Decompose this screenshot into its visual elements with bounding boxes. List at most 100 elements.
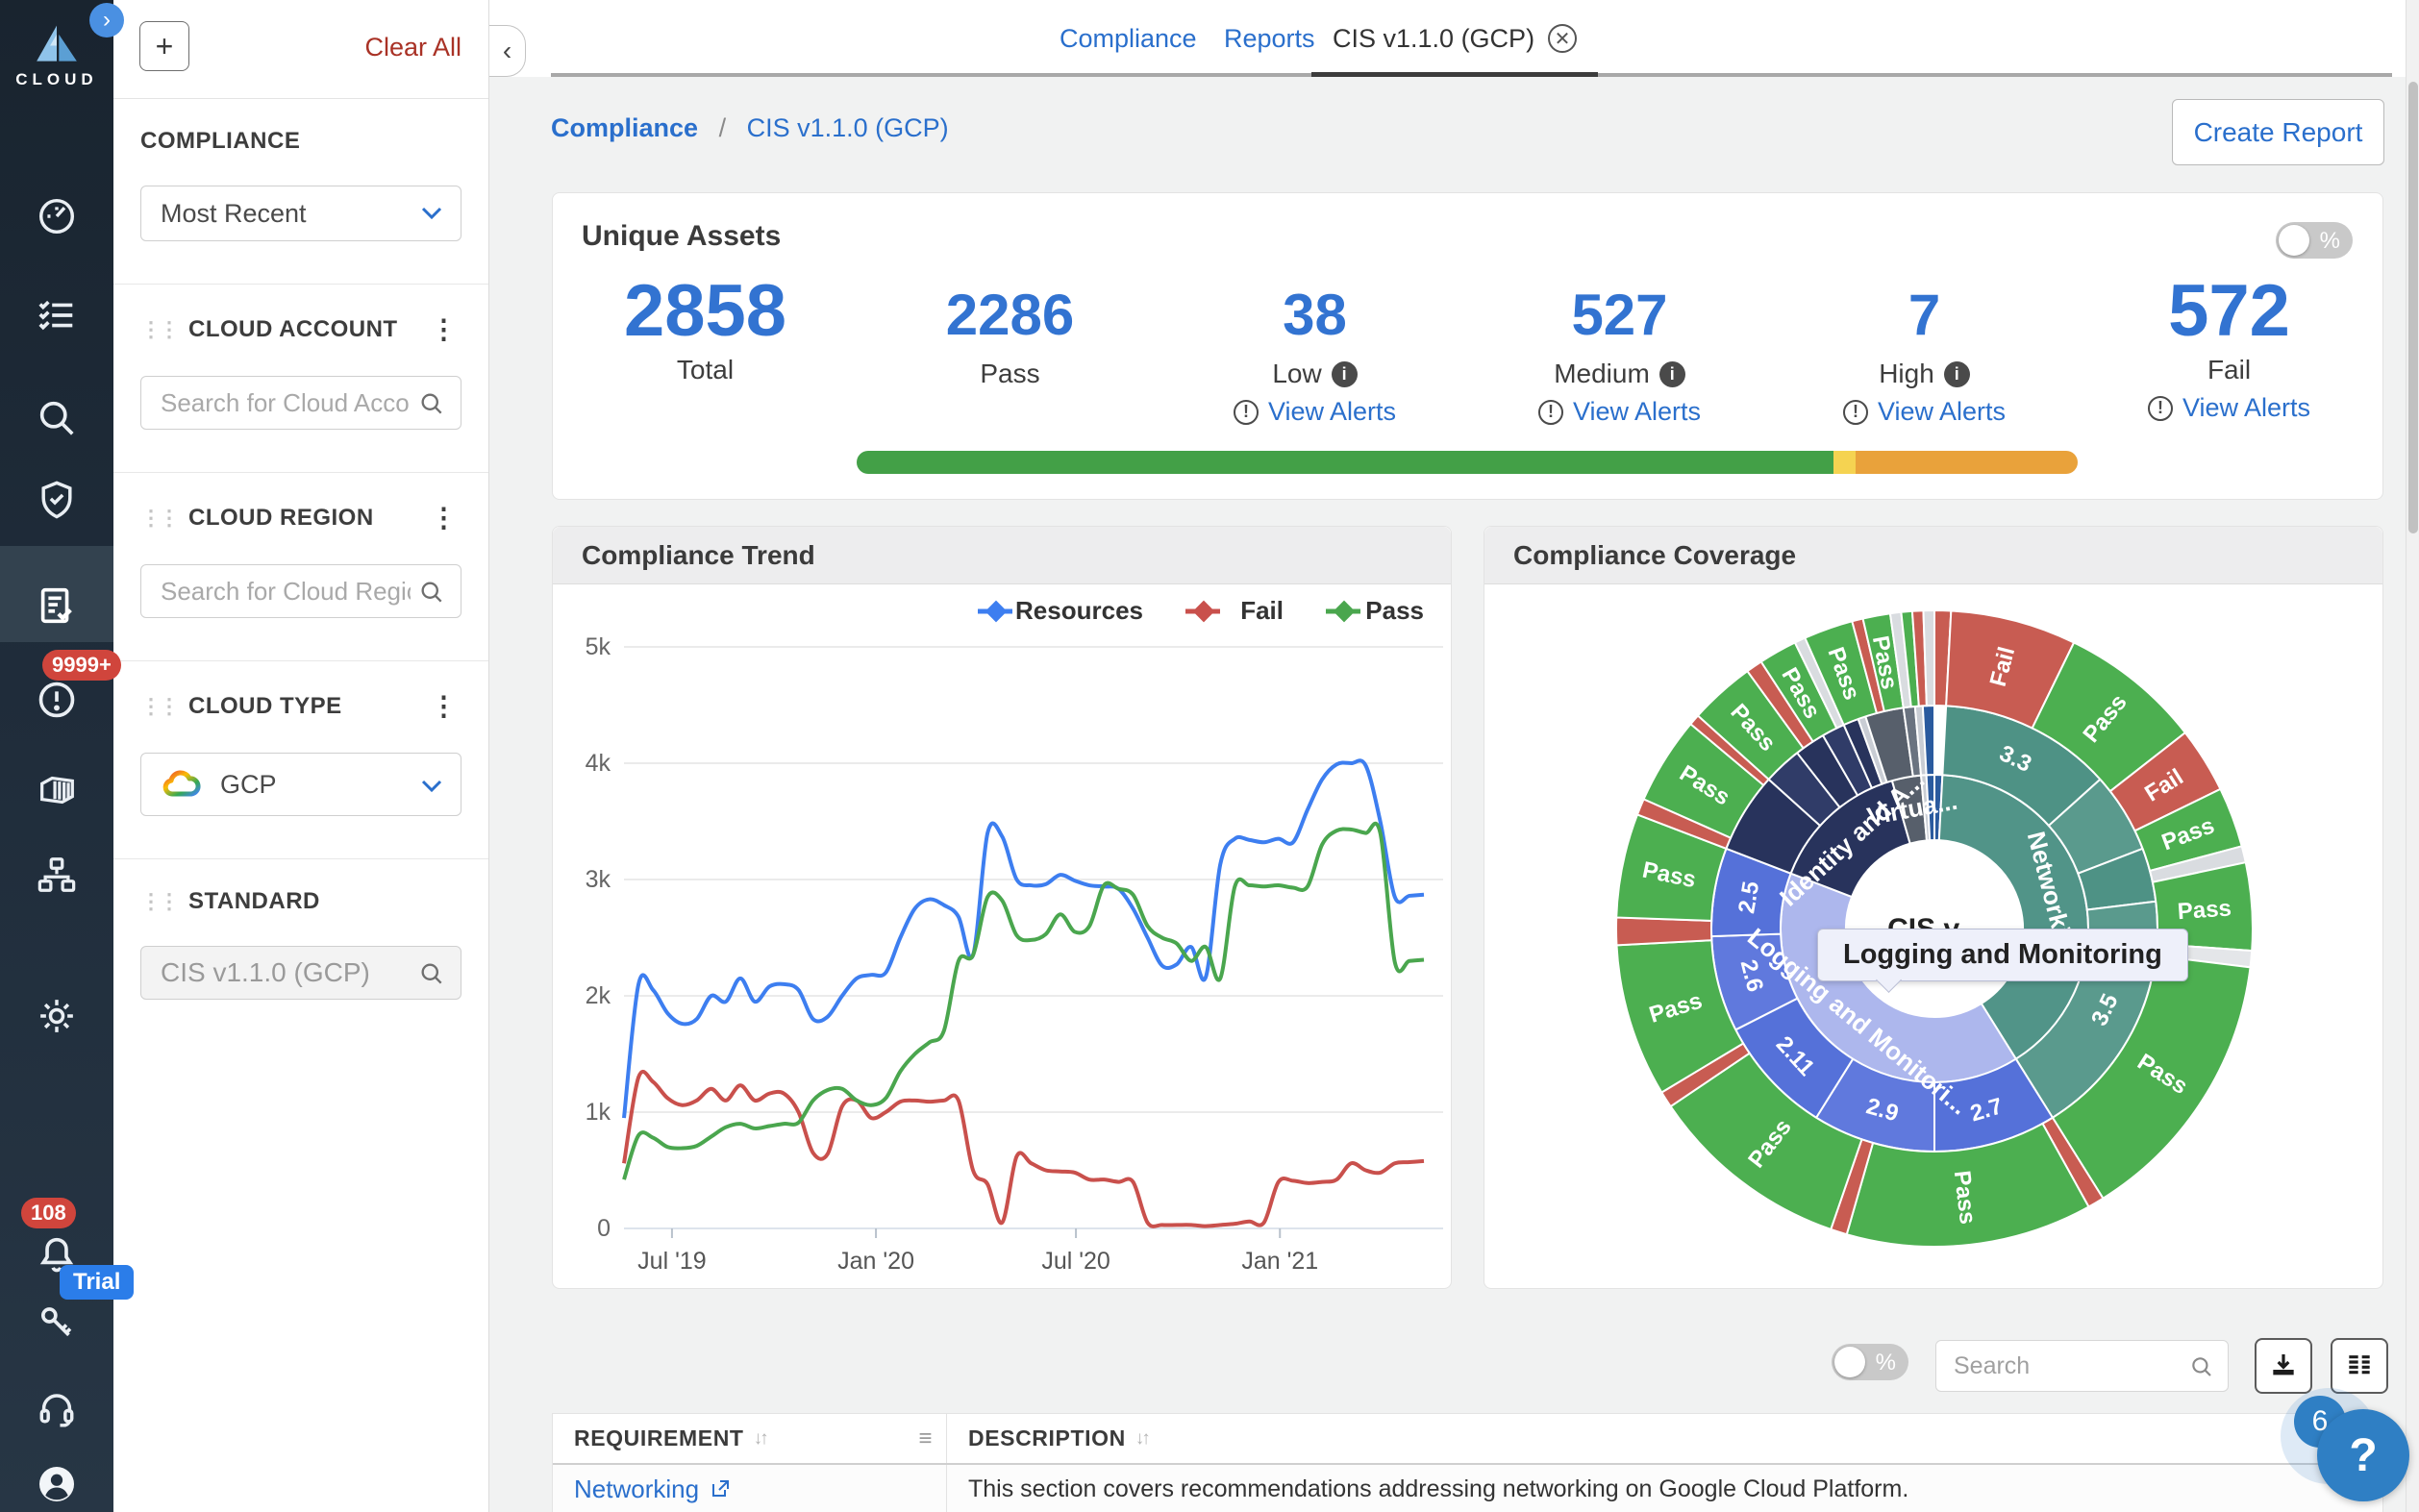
standard-value-text: CIS v1.1.0 (GCP) [161,957,370,987]
sidebar-item-dashboard[interactable] [0,186,113,247]
unique-assets-panel: Unique Assets % 2858 Total 2286 Pass 38 … [552,192,2383,500]
svg-text:1k: 1k [586,1099,611,1126]
svg-text:Jul '19: Jul '19 [637,1248,706,1275]
stat-medium-value: 527 [1571,283,1668,347]
breadcrumb-current[interactable]: CIS v1.1.0 (GCP) [746,113,949,142]
sort-icon[interactable]: ↓↑ [753,1427,769,1449]
stat-high: 7 High i ! View Alerts [1772,282,2077,427]
alert-outline-icon: ! [1537,399,1563,425]
download-button[interactable] [2255,1338,2312,1394]
compliance-coverage-title: Compliance Coverage [1513,539,1797,570]
svg-text:Jan '20: Jan '20 [837,1248,914,1275]
legend-item-resources[interactable]: Resources [978,596,1143,625]
tab-cis-v110-gcp[interactable]: CIS v1.1.0 (GCP) ✕ [1311,0,1599,77]
sort-icon[interactable]: ↓↑ [1135,1427,1151,1449]
create-report-button[interactable]: Create Report [2172,99,2384,165]
drag-handle-icon[interactable]: ⋮⋮ [140,889,180,913]
close-tab-icon[interactable]: ✕ [1548,24,1578,53]
column-header-requirement[interactable]: REQUIREMENT ↓↑ ≡ [553,1414,947,1463]
svg-text:3k: 3k [586,866,611,893]
search-icon [421,582,442,603]
breadcrumb-compliance[interactable]: Compliance [551,113,699,142]
sunburst-segment[interactable] [1922,608,1935,707]
table-percent-toggle[interactable]: % [1832,1344,1908,1380]
column-header-description[interactable]: DESCRIPTION ↓↑ [947,1414,2382,1463]
stat-low: 38 Low i ! View Alerts [1162,282,1467,427]
clear-all-filters[interactable]: Clear All [364,33,461,62]
scrollbar-thumb[interactable] [2408,82,2418,533]
app-logo[interactable]: CLOUD [0,21,113,89]
view-alerts-label: View Alerts [1877,397,2007,426]
view-alerts-low[interactable]: ! View Alerts [1162,397,1467,427]
sunburst-label: Pass [1949,1169,1981,1226]
view-alerts-high[interactable]: ! View Alerts [1772,397,2077,427]
logo-text: CLOUD [15,70,98,88]
compliance-coverage-panel: Compliance Coverage Networking Logging an… [1484,526,2383,1289]
alert-outline-icon: ! [1233,399,1259,425]
table-search-input[interactable] [1954,1351,2183,1380]
sidebar-item-license[interactable] [0,1291,113,1352]
filter-panel: + Clear All COMPLIANCE Most Recent ⋮⋮ CL… [113,0,489,1512]
stat-medium-label: Medium [1554,359,1650,388]
info-icon[interactable]: i [1943,360,1970,387]
column-menu-icon[interactable]: ≡ [918,1425,933,1451]
sidebar-item-profile[interactable] [0,1453,113,1512]
add-filter-button[interactable]: + [139,21,189,71]
legend-item-pass[interactable]: Pass [1326,596,1424,625]
tab-reports[interactable]: Reports [1224,0,1315,77]
percent-toggle[interactable]: % [2276,222,2353,259]
filter-panel-header: + Clear All [113,0,488,99]
sidebar-item-support[interactable] [0,1377,113,1439]
sidebar-item-governance[interactable] [0,469,113,531]
drag-handle-icon[interactable]: ⋮⋮ [140,316,180,341]
filter-section-cloud-type: ⋮⋮ CLOUD TYPE ⋮ GCP [113,661,488,859]
help-button[interactable]: ? [2317,1409,2409,1501]
svg-text:Pass: Pass [1365,596,1424,625]
checklist-icon [38,300,73,331]
cloud-account-search-input[interactable] [161,387,411,418]
expand-sidebar-button[interactable]: › [89,3,124,37]
info-icon[interactable]: i [1331,360,1358,387]
collapse-filter-panel-button[interactable]: ‹ [489,25,526,77]
alert-outline-icon: ! [2147,395,2173,421]
download-icon [2273,1354,2294,1376]
cloud-type-menu-button[interactable]: ⋮ [430,691,458,721]
distribution-bar-segment [1833,451,1856,474]
cloud-type-select[interactable]: GCP [140,753,461,816]
compliance-coverage-header: Compliance Coverage [1484,527,2382,584]
drag-handle-icon[interactable]: ⋮⋮ [140,505,180,530]
sidebar-item-policies[interactable] [0,285,113,346]
sidebar-item-alerts[interactable] [0,669,113,731]
stat-medium: 527 Medium i ! View Alerts [1467,282,1772,427]
requirement-link[interactable]: Networking [553,1465,947,1512]
trend-line-pass [622,821,1425,1180]
sidebar-item-investigate[interactable] [0,387,113,449]
view-alerts-medium[interactable]: ! View Alerts [1467,397,1772,427]
cloud-region-search-input[interactable] [161,576,411,607]
sidebar-item-compute[interactable] [0,759,113,821]
legend-item-fail[interactable]: Fail [1185,596,1284,625]
compliance-snapshot-select[interactable]: Most Recent [140,186,461,241]
standard-filter-value[interactable]: CIS v1.1.0 (GCP) [140,946,461,1000]
table-row[interactable]: Networking This section covers recommend… [553,1465,2382,1512]
view-alerts-fail[interactable]: ! View Alerts [2077,393,2382,423]
sidebar-item-settings[interactable] [0,985,113,1047]
compliance-trend-panel: Compliance Trend 0 1k 2k 3k 4k 5k Jul '19 Jan '… [552,526,1452,1289]
distribution-bar-segment [1855,451,2078,474]
svg-text:2k: 2k [586,982,611,1009]
sidebar-item-network[interactable] [0,844,113,905]
table-search [1935,1340,2229,1392]
table-columns-button[interactable] [2331,1338,2388,1394]
compliance-snapshot-value: Most Recent [161,198,307,228]
tab-compliance[interactable]: Compliance [1060,0,1197,77]
filter-section-compliance: COMPLIANCE Most Recent [113,99,488,285]
gear-icon [40,1000,73,1032]
search-icon [421,393,442,414]
cloud-region-menu-button[interactable]: ⋮ [430,503,458,533]
drag-handle-icon[interactable]: ⋮⋮ [140,693,180,718]
info-icon[interactable]: i [1658,360,1685,387]
sidebar-item-compliance[interactable] [0,575,113,636]
column-label: DESCRIPTION [968,1425,1126,1450]
sunburst-segment[interactable] [1615,916,1713,947]
cloud-account-menu-button[interactable]: ⋮ [430,314,458,344]
